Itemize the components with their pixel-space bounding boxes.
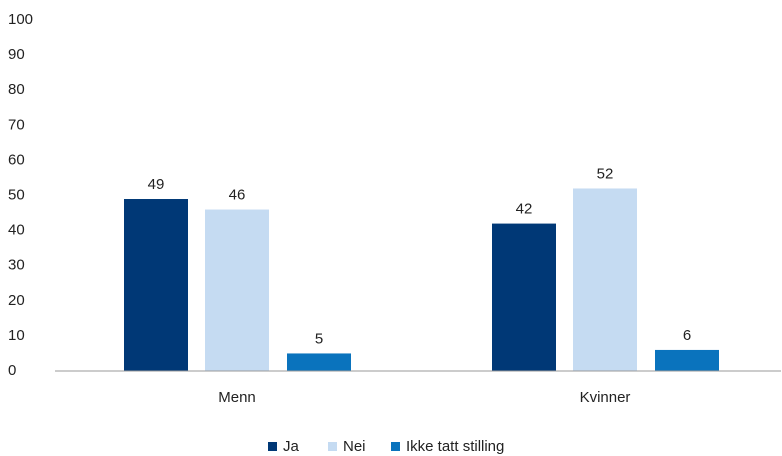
bar [655,349,719,371]
value-label: 6 [683,327,691,344]
y-tick-label: 40 [8,222,25,239]
bar [573,188,637,371]
legend-label: Nei [343,438,366,455]
bar [492,223,556,371]
legend-swatch [391,442,400,451]
y-tick-label: 50 [8,186,25,203]
legend-label: Ikke tatt stilling [406,438,504,455]
value-label: 49 [148,176,165,193]
bar [205,209,269,371]
value-label: 5 [315,330,323,347]
y-tick-label: 100 [8,11,33,28]
x-tick-label: Menn [218,389,256,406]
y-tick-label: 70 [8,116,25,133]
y-tick-label: 30 [8,257,25,274]
y-tick-label: 80 [8,81,25,98]
value-label: 42 [516,201,533,218]
legend-label: Ja [283,438,300,455]
y-tick-label: 20 [8,292,25,309]
bar [287,353,351,371]
x-tick-label: Kvinner [580,389,631,406]
y-tick-label: 10 [8,327,25,344]
y-tick-label: 0 [8,362,16,379]
y-tick-label: 90 [8,46,25,63]
legend-swatch [328,442,337,451]
value-label: 46 [229,187,246,204]
legend-swatch [268,442,277,451]
bar [124,199,188,371]
value-label: 52 [597,165,614,182]
y-tick-label: 60 [8,151,25,168]
